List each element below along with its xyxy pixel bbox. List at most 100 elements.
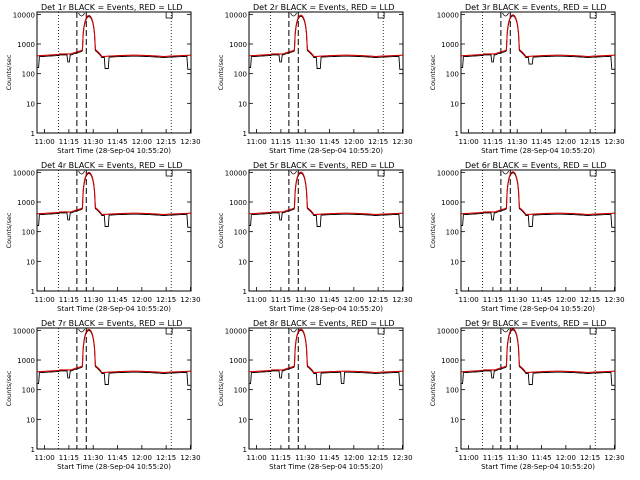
chart-panel-det-9: Det 9r BLACK = Events, RED = LLD 1 10 100 10… [429,319,625,471]
top-flag-mark [78,170,85,175]
y-tick-label: 1000 [17,357,35,365]
y-axis-label: Counts/sec [217,54,225,90]
x-tick-label: 12:00 [344,138,364,146]
y-tick-label: 1000 [441,199,459,207]
series-lld-line [461,14,615,58]
x-tick-label: 12:15 [368,454,388,462]
chart-title: Det 1r BLACK = Events, RED = LLD [41,3,183,12]
x-tick-label: 11:00 [34,138,54,146]
series-lld-line [461,328,615,374]
top-flag-mark [589,170,597,177]
x-tick-label: 12:00 [132,454,152,462]
chart-panel-det-4: Det 4r BLACK = Events, RED = LLD 1 10 100 10… [5,161,201,313]
x-tick-label: 11:00 [246,138,266,146]
chart-title: Det 2r BLACK = Events, RED = LLD [253,3,395,12]
y-tick-label: 1000 [441,357,459,365]
x-tick-label: 12:30 [180,296,200,304]
x-tick-label: 12:15 [156,138,176,146]
plot-frame [36,327,192,450]
top-flag-mark [165,170,173,177]
top-flag-mark [502,12,509,17]
plot-frame [460,169,616,292]
y-tick-label: 100 [234,229,247,237]
x-tick-label: 11:15 [59,454,79,462]
x-tick-label: 11:15 [59,296,79,304]
y-axis-label: Counts/sec [5,212,13,248]
chart-title: Det 3r BLACK = Events, RED = LLD [465,3,607,12]
y-tick-label: 1000 [229,199,247,207]
plot-frame [36,169,192,292]
x-tick-label: 12:15 [580,454,600,462]
x-tick-label: 12:30 [604,296,624,304]
top-flag-mark [589,12,597,19]
chart-panel-det-3: Det 3r BLACK = Events, RED = LLD 1 10 100 10… [429,3,625,155]
x-tick-label: 12:30 [392,138,412,146]
x-tick-label: 11:30 [507,454,527,462]
x-tick-label: 12:00 [556,296,576,304]
y-tick-label: 100 [446,387,459,395]
x-tick-label: 11:30 [83,296,103,304]
x-tick-label: 12:15 [156,454,176,462]
y-tick-label: 1 [455,288,459,296]
y-tick-label: 1 [243,130,247,138]
y-axis-label: Counts/sec [429,54,437,90]
x-axis-label: Start Time (28-Sep-04 10:55:20) [57,305,171,313]
series-events-line [461,172,615,228]
x-axis-label: Start Time (28-Sep-04 10:55:20) [57,147,171,155]
y-tick-label: 1 [31,446,35,454]
x-tick-label: 12:00 [344,296,364,304]
chart-title: Det 9r BLACK = Events, RED = LLD [465,319,607,328]
series-lld-line [37,171,191,216]
top-flag-mark [502,328,509,333]
x-tick-label: 11:45 [107,296,127,304]
y-tick-label: 10 [26,100,35,108]
plot-frame [460,327,616,450]
top-flag-mark [165,328,173,335]
top-flag-mark [377,12,385,19]
x-tick-label: 12:00 [344,454,364,462]
top-flag-mark [165,12,173,19]
y-tick-label: 1000 [17,199,35,207]
top-flag-mark [290,170,297,175]
x-tick-label: 12:15 [368,138,388,146]
x-tick-label: 11:30 [295,296,315,304]
x-axis-label: Start Time (28-Sep-04 10:55:20) [269,305,383,313]
series-events-line [461,329,615,386]
x-tick-label: 11:30 [507,138,527,146]
x-tick-label: 12:30 [392,454,412,462]
y-tick-label: 10 [238,100,247,108]
top-flag-mark [78,12,85,17]
x-tick-label: 11:15 [271,296,291,304]
x-tick-label: 11:15 [59,138,79,146]
top-flag-mark [290,328,297,333]
chart-title: Det 6r BLACK = Events, RED = LLD [465,161,607,170]
y-tick-label: 1000 [229,357,247,365]
x-tick-label: 11:00 [246,454,266,462]
x-tick-label: 11:15 [483,454,503,462]
series-events-line [37,330,191,386]
y-tick-label: 10000 [437,169,459,177]
chart-panel-det-5: Det 5r BLACK = Events, RED = LLD 1 10 100 10… [217,161,413,313]
y-tick-label: 100 [234,387,247,395]
x-tick-label: 11:45 [531,454,551,462]
x-tick-label: 11:15 [483,138,503,146]
series-lld-line [37,328,191,374]
series-lld-line [249,14,403,58]
chart-panel-det-1: Det 1r BLACK = Events, RED = LLD 1 10 100 10… [5,3,201,155]
series-lld-line [461,171,615,216]
series-events-line [37,173,191,228]
y-tick-label: 100 [234,71,247,79]
plot-frame [460,11,616,134]
chart-panel-det-7: Det 7r BLACK = Events, RED = LLD 1 10 100 10… [5,319,201,471]
x-axis-label: Start Time (28-Sep-04 10:55:20) [57,463,171,471]
top-flag-mark [589,328,597,335]
series-events-line [249,15,403,70]
x-tick-label: 11:15 [483,296,503,304]
x-tick-label: 12:00 [132,296,152,304]
x-tick-label: 11:45 [319,454,339,462]
x-tick-label: 11:15 [271,138,291,146]
x-axis-label: Start Time (28-Sep-04 10:55:20) [481,147,595,155]
chart-panel-det-2: Det 2r BLACK = Events, RED = LLD 1 10 100 10… [217,3,413,155]
top-flag-mark [377,328,385,335]
